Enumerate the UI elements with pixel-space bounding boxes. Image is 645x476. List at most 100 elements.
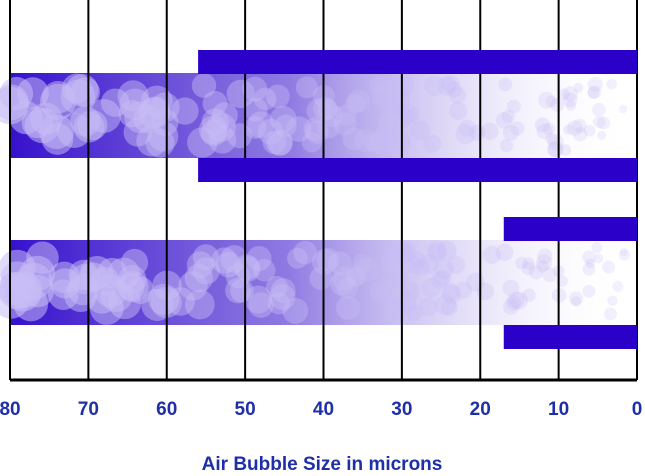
bubble [384, 240, 407, 263]
bubble [215, 251, 242, 278]
bubble [147, 121, 179, 152]
bubble [366, 134, 386, 153]
bubble [369, 280, 391, 302]
bubble [247, 111, 275, 139]
bubble [120, 248, 149, 277]
bubble [124, 101, 156, 133]
bubble [96, 257, 128, 289]
bubble [572, 126, 588, 142]
bubble [404, 256, 423, 275]
bubble [455, 124, 476, 145]
bubble [582, 250, 596, 265]
bubble [352, 253, 372, 273]
bubble [606, 78, 618, 90]
bubble [171, 97, 199, 125]
bubble [545, 95, 558, 108]
bubble [410, 120, 431, 141]
bubble [587, 85, 602, 99]
bubble [267, 292, 290, 315]
bubble [244, 285, 273, 314]
bubble [536, 260, 549, 273]
bubble [536, 123, 553, 140]
bubble [440, 298, 458, 316]
bubble [306, 98, 332, 124]
bubble [583, 124, 596, 137]
bubble [355, 257, 380, 282]
bubble [396, 292, 417, 313]
bubble [437, 76, 457, 96]
bubble [274, 114, 297, 137]
bubble [573, 82, 584, 93]
bubble [345, 94, 365, 114]
bubble [295, 76, 318, 99]
bubble [342, 127, 366, 151]
bubble [480, 122, 499, 141]
bubble [206, 112, 237, 142]
bubble [542, 267, 558, 283]
bubble [126, 276, 155, 304]
bubble [346, 264, 368, 286]
bubble [603, 307, 617, 321]
bubble [178, 271, 208, 301]
bubble [345, 267, 365, 288]
bubble [618, 104, 628, 114]
bubble [383, 299, 406, 322]
bubble [510, 121, 525, 136]
bubble [369, 76, 388, 95]
bubble [354, 128, 379, 153]
bubble [133, 105, 162, 134]
bubble [201, 108, 229, 136]
bubble [118, 100, 147, 128]
bubble [235, 256, 261, 282]
bubble [379, 111, 398, 131]
bubble [507, 291, 525, 309]
bubble [612, 280, 624, 292]
bubble [495, 243, 514, 262]
bubble [458, 119, 476, 137]
bubble [446, 81, 462, 98]
bubble [427, 242, 447, 263]
bubble [270, 105, 297, 133]
bubble [335, 104, 357, 126]
bubble [441, 75, 460, 94]
bubble [211, 102, 238, 129]
bubble [327, 251, 352, 276]
bubble [419, 297, 438, 317]
x-tick-label: 50 [235, 399, 256, 420]
bubble [454, 281, 473, 299]
bubble [136, 125, 168, 157]
bubble [184, 289, 215, 320]
x-tick-label: 30 [391, 399, 412, 420]
bubble [86, 282, 118, 314]
bubble [265, 275, 288, 298]
bubble [266, 129, 293, 156]
bubble [565, 100, 577, 111]
bar [198, 50, 637, 74]
bar [503, 325, 637, 349]
bubble [447, 256, 466, 274]
bubble [619, 247, 628, 257]
bubble [242, 76, 268, 102]
bubble [396, 243, 414, 261]
bubble [448, 86, 467, 104]
bubble [562, 92, 578, 108]
bubble [537, 248, 553, 264]
bubble [422, 134, 442, 153]
bubble [151, 108, 179, 137]
bubble [336, 277, 359, 300]
bubble [421, 277, 442, 298]
x-tick-label: 80 [0, 399, 21, 420]
bubble [434, 269, 451, 287]
bubble [137, 97, 170, 130]
bubble [419, 254, 439, 274]
bubble [498, 77, 513, 92]
bubble [269, 284, 296, 311]
bubble [507, 99, 521, 114]
bubble [522, 257, 535, 270]
bubble [293, 240, 318, 265]
bar [198, 158, 637, 182]
bubble [21, 106, 54, 139]
bubble [388, 268, 409, 289]
bubble [582, 284, 596, 298]
bars [198, 50, 637, 349]
